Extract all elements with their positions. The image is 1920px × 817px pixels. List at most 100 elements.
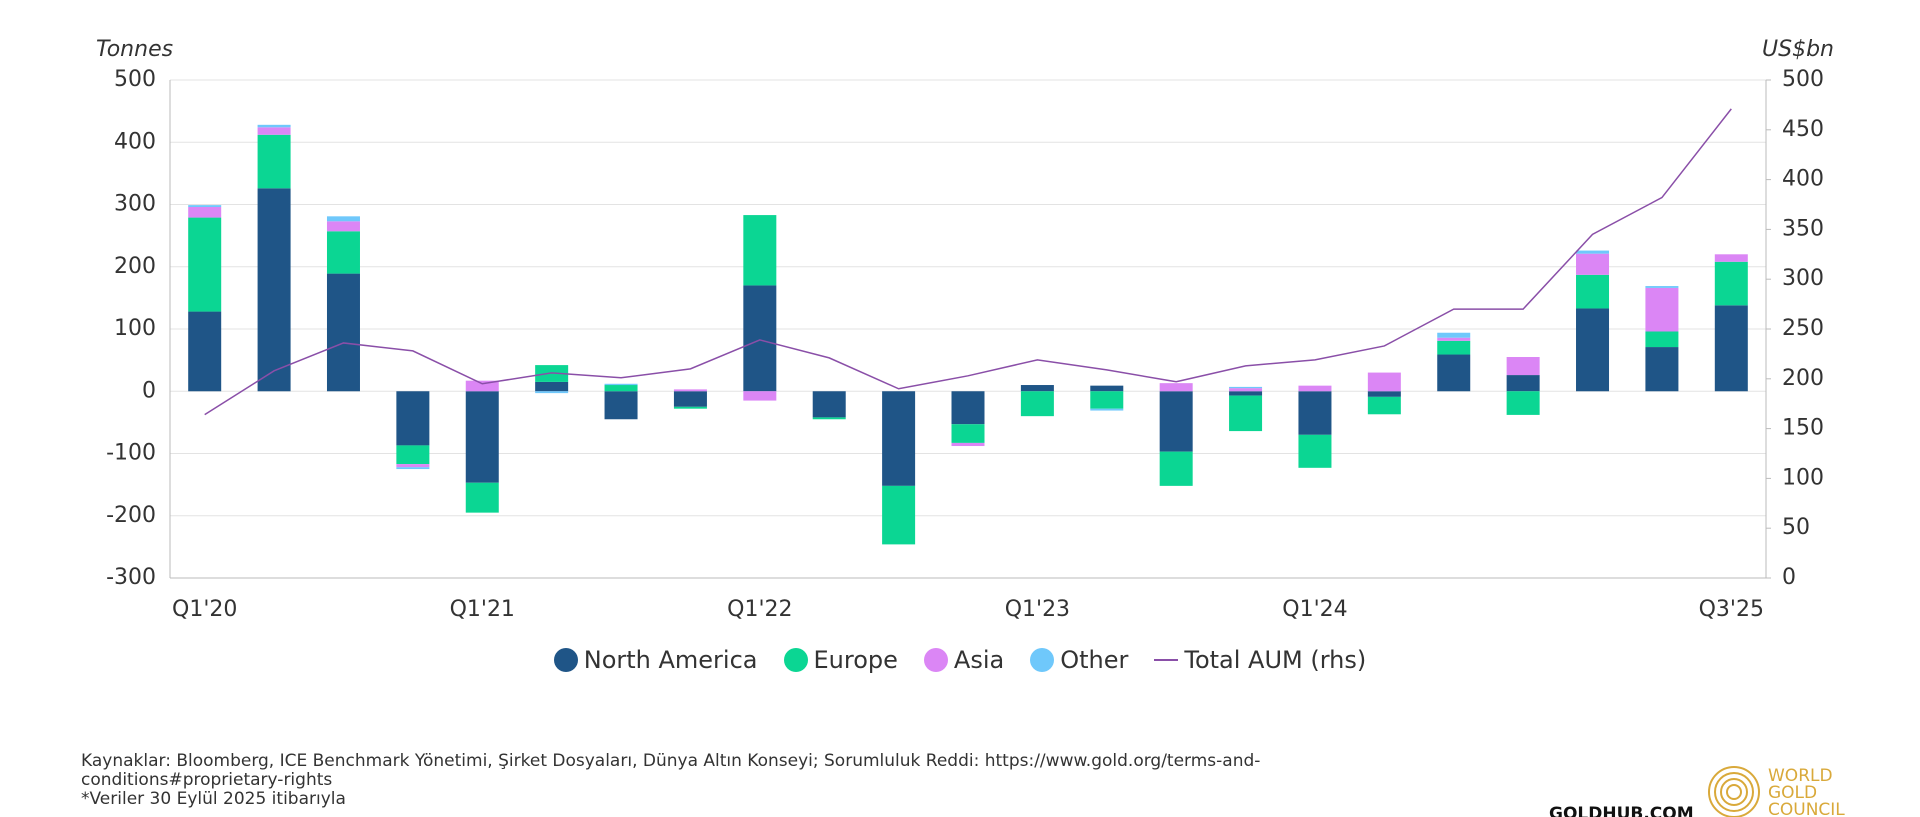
legend-item: Total AUM (rhs) [1154,646,1366,674]
y2-tick-label: 0 [1782,565,1796,590]
bar-segment [951,424,985,443]
bar-segment [188,217,222,312]
legend-label: North America [583,646,758,674]
y2-tick-label: 50 [1782,515,1810,540]
bar-segment [951,442,985,447]
y-tick-label: 200 [114,254,156,279]
bar-segment [673,406,707,409]
bar-segment [743,215,777,286]
bar-segment [1506,357,1540,376]
bar-segment [673,391,707,407]
bar-segment [1645,286,1679,288]
x-tick-label: Q1'23 [1005,597,1070,622]
chart: Tonnes US$bn -300 -200 -100 0 100 200 300 400 50… [96,37,1834,622]
bar-segment [1506,375,1540,392]
bar-segment [257,124,291,128]
bar-segment [1437,332,1471,338]
bar-segment [1020,385,1054,392]
legend-swatch [1030,648,1055,672]
bar-segment [1714,254,1748,262]
y2-tick-label: 500 [1782,67,1824,92]
y-tick-label: -300 [106,565,156,590]
y-tick-label: 100 [114,316,156,341]
bar-segment [1367,391,1401,397]
source-note: Kaynaklar: Bloomberg, ICE Benchmark Yöne… [81,751,1261,790]
bar-segment [604,391,638,420]
legend-label: Asia [953,646,1005,674]
legend-item: Asia [923,646,1005,674]
legend-item: Europe [783,646,898,674]
legend: North America Europe Asia Other Total AUM (r… [0,646,1920,674]
y2-tick-label: 150 [1782,416,1824,441]
y2-tick-label: 400 [1782,167,1824,192]
bar-segment [326,221,360,232]
legend-swatch [783,648,808,672]
bar-segment [326,216,360,222]
x-tick-label: Q1'21 [450,597,515,622]
x-tick-label: Q1'20 [172,597,237,622]
site-link: GOLDHUB.COM [1549,804,1694,817]
bar-segment [1090,408,1124,411]
bar-segment [1576,274,1610,309]
logo-mark [1708,766,1760,817]
bar-segment [1020,391,1054,417]
legend-label: Total AUM (rhs) [1184,646,1367,674]
legend-label: Europe [813,646,898,674]
bar-segment [1229,388,1263,392]
y-axis-title: Tonnes [96,37,173,62]
legend-swatch [923,648,948,672]
bar-segment [812,391,846,418]
legend-label: Other [1060,646,1129,674]
bar-segment [465,380,499,392]
date-note: *Veriler 30 Eylül 2025 itibarıyla [81,789,346,809]
y-tick-label: 500 [114,67,156,92]
bar-segment [604,385,638,392]
bar-segment [1506,391,1540,415]
legend-item: North America [553,646,758,674]
bar-segment [604,383,638,386]
bar-segment [188,311,222,392]
bar-segment [396,467,430,470]
line [204,108,1732,416]
bar-segment [465,391,499,483]
bar-segment [1645,287,1679,332]
bar-segment [257,188,291,392]
bar-segment [1159,451,1193,486]
logo-line: GOLD [1768,783,1818,803]
bar-segment [1645,331,1679,348]
bar-segment [1159,383,1193,392]
bar-segment [257,134,291,189]
legend-item: Other [1030,646,1128,674]
bar-segment [257,127,291,135]
y-tick-label: -100 [106,441,156,466]
x-tick-label: Q1'22 [727,597,792,622]
bar-segment [326,231,360,274]
legend-swatch [1154,659,1179,661]
bar-segment [326,273,360,392]
bar-segment [1229,395,1263,432]
bar-segment [188,205,222,207]
bar-segment [1367,372,1401,392]
y2-tick-label: 250 [1782,316,1824,341]
legend-swatch [553,648,578,672]
bar-segment [188,206,222,218]
bar-segment [1298,391,1332,435]
bar-segment [465,482,499,513]
bar-segment [1437,337,1471,341]
y-tick-label: -200 [106,503,156,528]
bar-segment [1576,250,1610,254]
bar-segment [535,391,569,394]
y2-tick-label: 300 [1782,266,1824,291]
bar-segment [673,389,707,392]
y-tick-label: 400 [114,129,156,154]
bar-segment [1090,385,1124,392]
footer: Kaynaklar: Bloomberg, ICE Benchmark Yöne… [81,752,1421,809]
y2-tick-label: 450 [1782,117,1824,142]
x-tick-label: Q1'24 [1282,597,1347,622]
bar-segment [1576,308,1610,392]
bar-segment [396,391,430,446]
bar-segment [1229,386,1263,389]
bar-segment [1298,385,1332,392]
bar-segment [1437,354,1471,392]
